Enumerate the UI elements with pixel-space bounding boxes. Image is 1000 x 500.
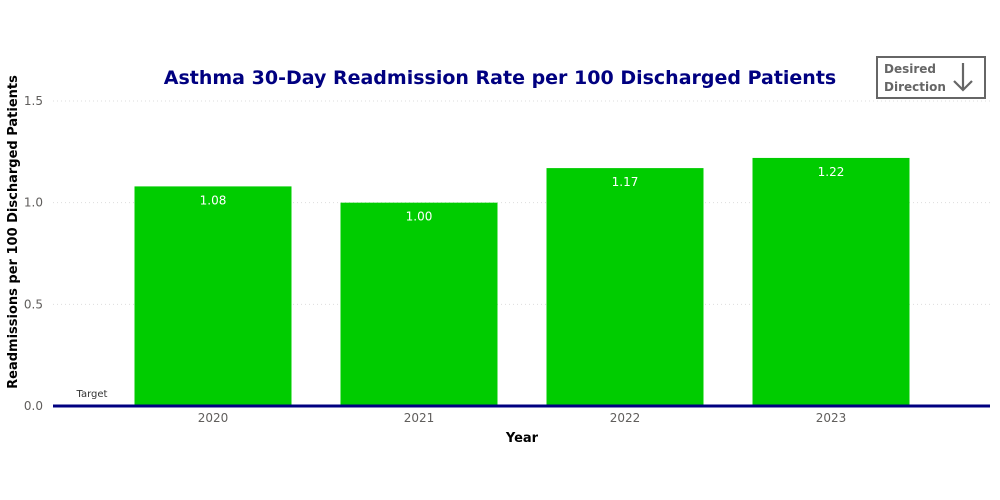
bar-2023 xyxy=(752,157,910,406)
legend-box xyxy=(876,56,986,99)
y-tick-label: 1.5 xyxy=(24,94,43,108)
target-label: Target xyxy=(76,389,108,400)
data-label: 1.08 xyxy=(200,193,227,207)
data-label: 1.22 xyxy=(818,165,845,179)
x-axis-title: Year xyxy=(505,431,539,446)
legend-line1: Desired xyxy=(884,62,936,76)
data-label: 1.00 xyxy=(406,210,433,224)
x-tick-label: 2021 xyxy=(404,411,435,425)
x-tick-label: 2023 xyxy=(816,411,847,425)
bar-2021 xyxy=(340,202,498,406)
desired-direction-legend: Desired Direction xyxy=(876,56,986,99)
y-tick-label: 0.5 xyxy=(24,297,43,311)
y-axis-title: Readmissions per 100 Discharged Patients xyxy=(6,75,21,389)
data-label: 1.17 xyxy=(612,175,639,189)
bar-2022 xyxy=(546,168,704,406)
bar-2020 xyxy=(134,186,292,406)
x-tick-label: 2020 xyxy=(198,411,229,425)
y-tick-label: 1.0 xyxy=(24,196,43,210)
y-tick-label: 0.0 xyxy=(24,399,43,413)
legend-line2: Direction xyxy=(884,80,946,94)
chart-title: Asthma 30-Day Readmission Rate per 100 D… xyxy=(164,67,836,89)
x-tick-label: 2022 xyxy=(610,411,641,425)
arrow-down-icon xyxy=(953,63,973,92)
